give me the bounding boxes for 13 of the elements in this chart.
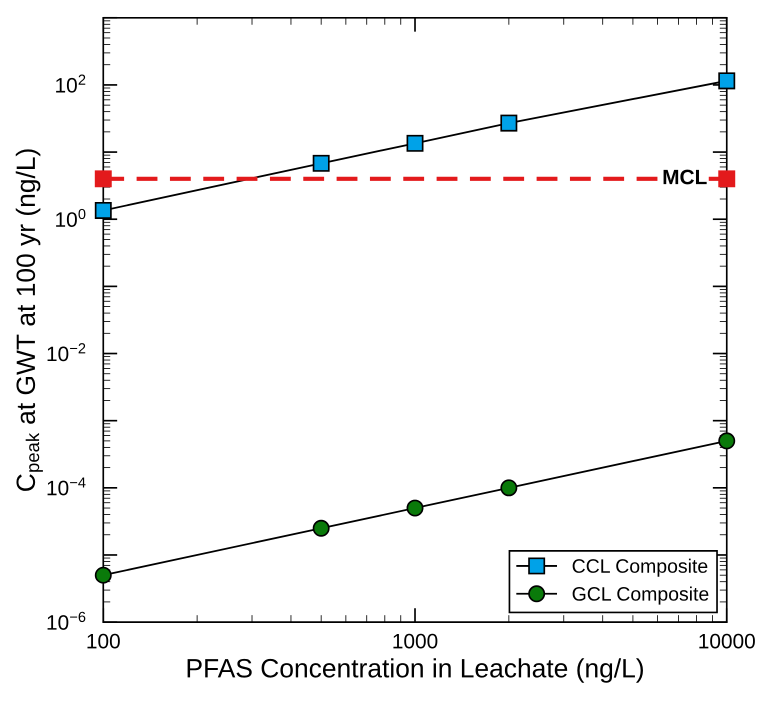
- annotation: MCL: [664, 170, 707, 184]
- y-tick-label: 10$^{−6}$: [48, 612, 86, 630]
- y-tick-label: 10$^{−4}$: [48, 477, 86, 496]
- y-tick-label: 10$^{2}$: [56, 74, 86, 93]
- x-axis-title: PFAS Concentration in Leachate (ng/L): [188, 658, 643, 683]
- x-tick-label: 1000: [393, 634, 438, 649]
- legend-label: GCL Composite: [572, 586, 708, 605]
- x-tick-label: 10000: [699, 634, 755, 649]
- y-tick-label: 10$^{−2}$: [48, 343, 86, 362]
- x-tick-label: 100: [87, 634, 120, 649]
- y-axis-title: C$_{peak}$ at GWT at 100 yr (ng/L): [16, 149, 43, 491]
- y-tick-label: 10$^{0}$: [56, 208, 86, 227]
- legend-label: CCL Composite: [572, 558, 708, 577]
